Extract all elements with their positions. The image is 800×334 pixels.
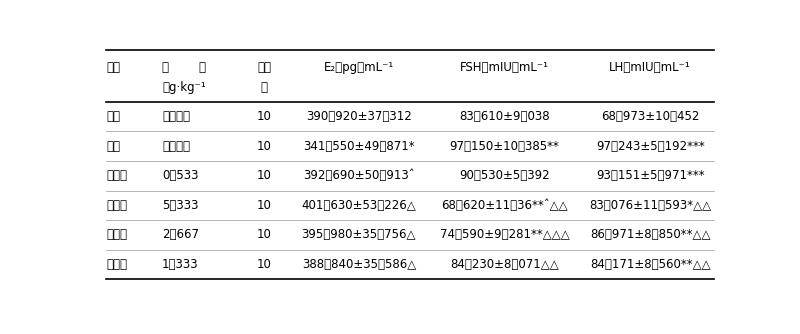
Text: 组别: 组别 xyxy=(106,60,120,73)
Text: 中剂量: 中剂量 xyxy=(106,228,127,241)
Text: 大剂量: 大剂量 xyxy=(106,199,127,212)
Text: 等量常水: 等量常水 xyxy=(162,140,190,153)
Text: 84．230±8．071△△: 84．230±8．071△△ xyxy=(450,258,559,271)
Text: 68．973±10．452: 68．973±10．452 xyxy=(601,110,699,123)
Text: 2．667: 2．667 xyxy=(162,228,199,241)
Text: 模型: 模型 xyxy=(106,140,120,153)
Text: 10: 10 xyxy=(257,140,272,153)
Text: 10: 10 xyxy=(257,258,272,271)
Text: 93．151±5．971***: 93．151±5．971*** xyxy=(596,169,705,182)
Text: 83．076±11．593*△△: 83．076±11．593*△△ xyxy=(589,199,711,212)
Text: 83．610±9．038: 83．610±9．038 xyxy=(459,110,550,123)
Text: 401．630±53．226△: 401．630±53．226△ xyxy=(302,199,416,212)
Text: E₂／pg．mL⁻¹: E₂／pg．mL⁻¹ xyxy=(324,60,394,73)
Text: 数: 数 xyxy=(261,81,268,94)
Text: 0．533: 0．533 xyxy=(162,169,198,182)
Text: 390．920±37．312: 390．920±37．312 xyxy=(306,110,412,123)
Text: 等量常水: 等量常水 xyxy=(162,110,190,123)
Text: 动物: 动物 xyxy=(258,60,271,73)
Text: 392．690±50．913ˆ: 392．690±50．913ˆ xyxy=(303,169,414,182)
Text: 1．333: 1．333 xyxy=(162,258,198,271)
Text: 86．971±8．850**△△: 86．971±8．850**△△ xyxy=(590,228,710,241)
Text: 395．980±35．756△: 395．980±35．756△ xyxy=(302,228,416,241)
Text: 小剂量: 小剂量 xyxy=(106,258,127,271)
Text: LH／mIU．mL⁻¹: LH／mIU．mL⁻¹ xyxy=(610,60,691,73)
Text: 84．171±8．560**△△: 84．171±8．560**△△ xyxy=(590,258,710,271)
Text: FSH／mIU．mL⁻¹: FSH／mIU．mL⁻¹ xyxy=(460,60,549,73)
Text: 341．550±49．871*: 341．550±49．871* xyxy=(303,140,414,153)
Text: 97．243±5．192***: 97．243±5．192*** xyxy=(596,140,705,153)
Text: 剂        量: 剂 量 xyxy=(162,60,206,73)
Text: 对照: 对照 xyxy=(106,110,120,123)
Text: ／g·kg⁻¹: ／g·kg⁻¹ xyxy=(162,81,206,94)
Text: 90．530±5．392: 90．530±5．392 xyxy=(459,169,550,182)
Text: 10: 10 xyxy=(257,110,272,123)
Text: 10: 10 xyxy=(257,169,272,182)
Text: 74．590±9．281**△△△: 74．590±9．281**△△△ xyxy=(440,228,570,241)
Text: 坤宝丸: 坤宝丸 xyxy=(106,169,127,182)
Text: 97．150±10．385**: 97．150±10．385** xyxy=(450,140,559,153)
Text: 68．620±11．36**ˆ△△: 68．620±11．36**ˆ△△ xyxy=(442,199,568,212)
Text: 10: 10 xyxy=(257,199,272,212)
Text: 5．333: 5．333 xyxy=(162,199,198,212)
Text: 10: 10 xyxy=(257,228,272,241)
Text: 388．840±35．586△: 388．840±35．586△ xyxy=(302,258,416,271)
